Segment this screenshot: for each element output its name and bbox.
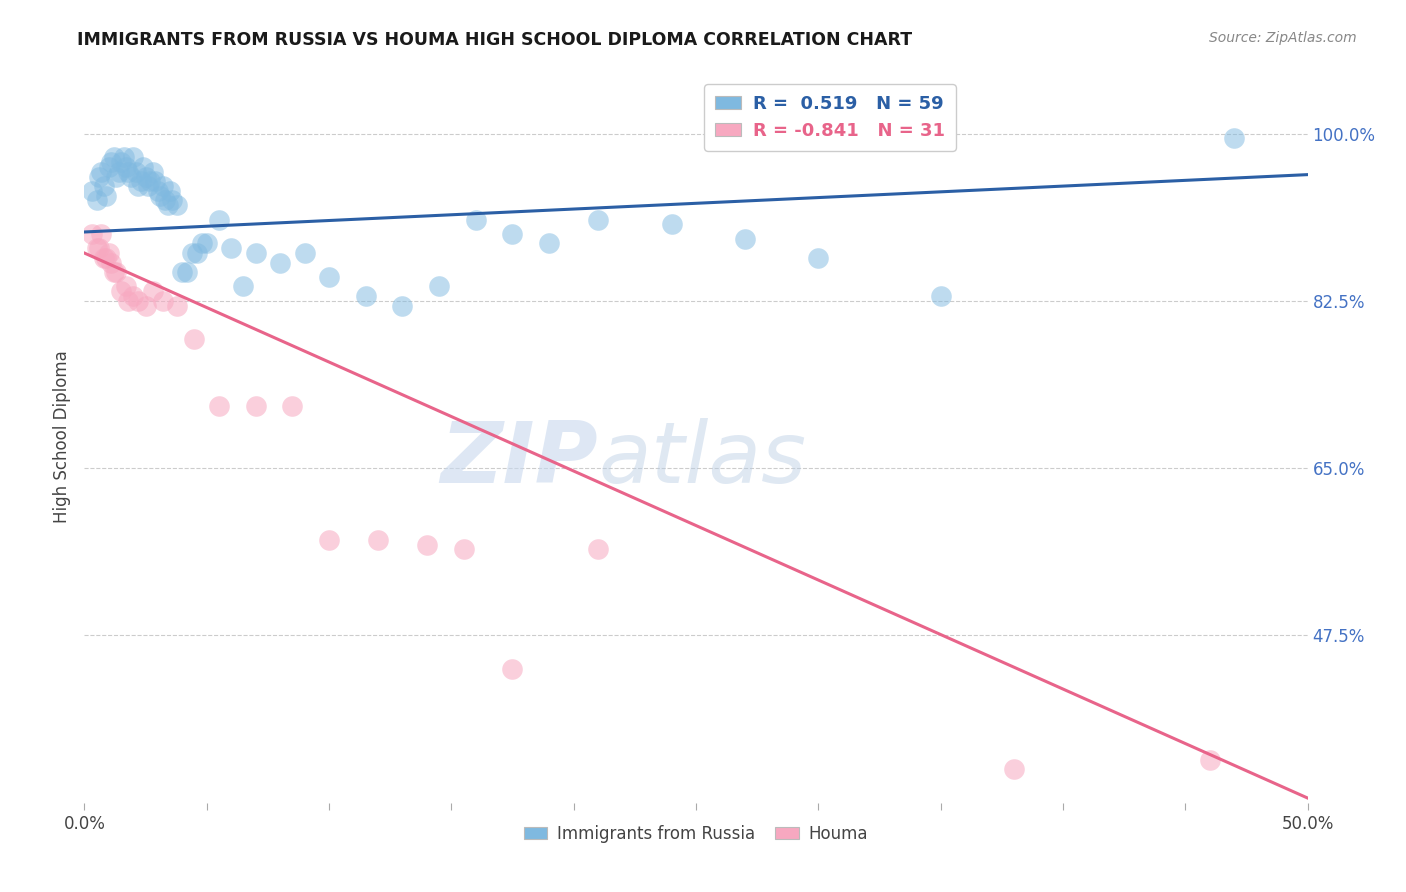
Text: atlas: atlas [598, 417, 806, 500]
Point [122, 150, 145, 164]
Point [502, 227, 524, 241]
Point [142, 285, 165, 299]
Point [538, 236, 561, 251]
Point [110, 155, 132, 169]
Point [97, 246, 120, 260]
Point [195, 236, 218, 251]
Point [142, 165, 165, 179]
Y-axis label: High School Diploma: High School Diploma [53, 351, 72, 524]
Point [502, 662, 524, 676]
Point [586, 542, 609, 557]
Point [149, 188, 172, 202]
Point [96, 251, 118, 265]
Point [318, 533, 340, 547]
Point [105, 169, 128, 184]
Point [115, 279, 138, 293]
Point [153, 194, 176, 208]
Point [117, 165, 139, 179]
Point [318, 269, 340, 284]
Point [1002, 762, 1025, 776]
Point [354, 289, 377, 303]
Point [1198, 753, 1220, 767]
Point [80, 227, 103, 241]
Point [219, 241, 242, 255]
Point [929, 289, 952, 303]
Text: ZIP: ZIP [440, 417, 598, 500]
Point [122, 289, 145, 303]
Point [97, 160, 120, 174]
Text: IMMIGRANTS FROM RUSSIA VS HOUMA HIGH SCHOOL DIPLOMA CORRELATION CHART: IMMIGRANTS FROM RUSSIA VS HOUMA HIGH SCH… [77, 31, 912, 49]
Point [93, 179, 115, 194]
Point [191, 236, 214, 251]
Point [86, 194, 108, 208]
Point [132, 160, 155, 174]
Point [166, 198, 188, 212]
Point [166, 299, 188, 313]
Point [269, 255, 291, 269]
Point [427, 279, 450, 293]
Point [135, 169, 157, 184]
Point [117, 293, 139, 308]
Point [391, 299, 413, 313]
Point [93, 251, 115, 265]
Point [208, 399, 231, 413]
Point [110, 285, 132, 299]
Point [80, 184, 103, 198]
Point [172, 265, 194, 279]
Point [139, 174, 162, 188]
Point [115, 160, 138, 174]
Point [367, 533, 389, 547]
Point [159, 184, 181, 198]
Point [245, 399, 267, 413]
Point [416, 538, 439, 552]
Point [90, 165, 112, 179]
Point [232, 279, 254, 293]
Point [129, 174, 152, 188]
Point [100, 255, 122, 269]
Point [107, 165, 129, 179]
Point [183, 332, 205, 346]
Point [103, 150, 125, 164]
Point [162, 194, 184, 208]
Point [453, 542, 475, 557]
Legend: Immigrants from Russia, Houma: Immigrants from Russia, Houma [517, 818, 875, 849]
Point [152, 293, 174, 308]
Text: Source: ZipAtlas.com: Source: ZipAtlas.com [1209, 31, 1357, 45]
Point [152, 179, 174, 194]
Point [112, 150, 135, 164]
Point [186, 246, 208, 260]
Point [464, 212, 486, 227]
Point [87, 241, 110, 255]
Point [176, 265, 198, 279]
Point [120, 169, 142, 184]
Point [143, 174, 166, 188]
Point [734, 232, 756, 246]
Point [586, 212, 609, 227]
Point [181, 246, 204, 260]
Point [136, 179, 159, 194]
Point [100, 155, 122, 169]
Point [1223, 131, 1246, 145]
Point [90, 227, 112, 241]
Point [96, 188, 118, 202]
Point [156, 198, 179, 212]
Point [807, 251, 830, 265]
Point [125, 165, 148, 179]
Point [86, 241, 108, 255]
Point [103, 265, 125, 279]
Point [661, 218, 683, 232]
Point [208, 212, 231, 227]
Point [135, 299, 157, 313]
Point [294, 246, 316, 260]
Point [127, 293, 149, 308]
Point [146, 184, 169, 198]
Point [127, 179, 149, 194]
Point [105, 265, 128, 279]
Point [87, 169, 110, 184]
Point [245, 246, 267, 260]
Point [281, 399, 304, 413]
